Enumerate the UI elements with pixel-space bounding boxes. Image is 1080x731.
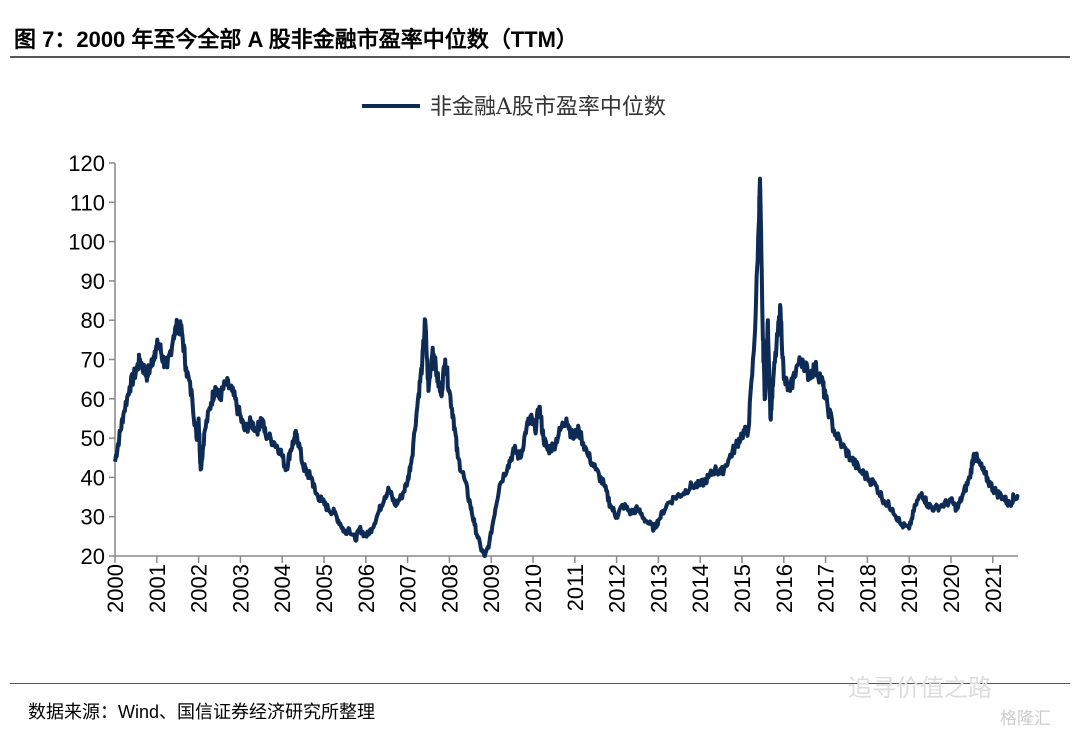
y-tick-label: 70: [81, 348, 105, 373]
legend-label: 非金融A股市盈率中位数: [430, 95, 666, 120]
y-tick-label: 80: [81, 308, 105, 333]
y-tick-label: 100: [68, 230, 105, 255]
x-tick-label: 2007: [396, 564, 421, 613]
legend: 非金融A股市盈率中位数: [362, 95, 666, 120]
x-tick-label: 2019: [897, 564, 922, 613]
x-tick-label: 2002: [187, 564, 212, 613]
series-line: [113, 176, 1020, 558]
x-tick-label: 2015: [730, 564, 755, 613]
x-tick-label: 2020: [939, 564, 964, 613]
x-tick-label: 2008: [437, 564, 462, 613]
x-tick-label: 2006: [354, 564, 379, 613]
x-tick-label: 2001: [145, 564, 170, 613]
x-tick-label: 2000: [103, 564, 128, 613]
y-tick-label: 90: [81, 269, 105, 294]
x-tick-label: 2018: [855, 564, 880, 613]
x-tick-label: 2010: [521, 564, 546, 613]
y-tick-label: 20: [81, 544, 105, 569]
figure-title: 图 7：2000 年至今全部 A 股非金融市盈率中位数（TTM）: [14, 27, 578, 52]
title-divider: [10, 56, 1070, 58]
x-tick-label: 2014: [688, 564, 713, 613]
footer-divider: [10, 683, 1070, 684]
site-watermark: 格隆汇: [1000, 709, 1051, 728]
y-tick-label: 110: [70, 190, 105, 215]
x-tick-label: 2003: [228, 564, 253, 613]
wechat-watermark: 追寻价值之路: [848, 675, 992, 702]
x-tick-label: 2009: [479, 564, 504, 613]
y-tick-label: 40: [81, 465, 105, 490]
x-tick-label: 2004: [270, 564, 295, 613]
x-tick-label: 2011: [563, 564, 588, 611]
y-tick-label: 30: [81, 505, 105, 530]
pe-median-line-chart: 非金融A股市盈率中位数 20 30 40 50 60 70 80 90 100 110 120 200…: [68, 95, 1020, 613]
x-tick-label: 2013: [646, 564, 671, 613]
x-tick-label: 2021: [981, 564, 1006, 613]
x-tick-label: 2016: [772, 564, 797, 613]
x-tick-label: 2012: [605, 564, 630, 613]
x-tick-label: 2005: [312, 564, 337, 613]
y-tick-label: 120: [68, 151, 105, 176]
source-note: 数据来源：Wind、国信证券经济研究所整理: [28, 702, 376, 722]
y-tick-label: 60: [81, 387, 105, 412]
y-tick-label: 50: [81, 426, 105, 451]
x-tick-label: 2017: [814, 564, 839, 613]
